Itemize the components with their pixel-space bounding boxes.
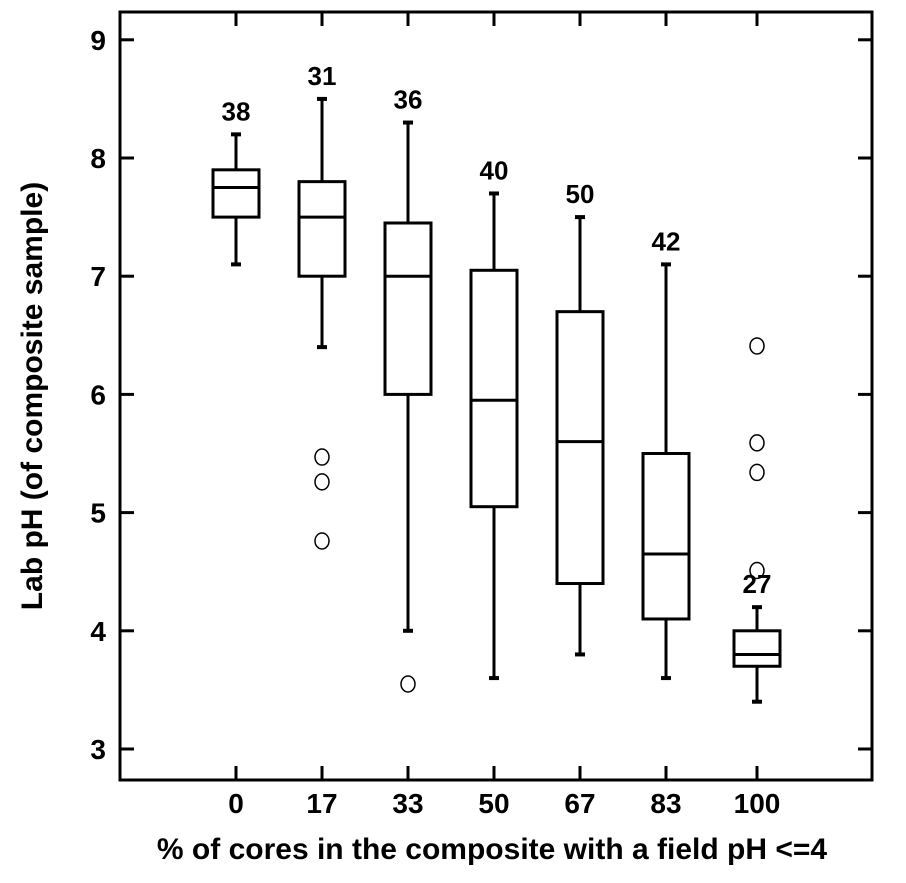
box-group: 40 50: [469, 12, 519, 819]
sample-count-label: 42: [652, 226, 681, 256]
iqr-box: [297, 180, 347, 278]
sample-count-label: 40: [480, 155, 509, 185]
x-axis-label: % of cores in the composite with a field…: [157, 833, 827, 866]
y-tick-label: 8: [90, 143, 106, 174]
sample-count-label: 31: [308, 61, 337, 91]
box-series: 38 0 31 17 36 33 40 50 50 67 42 83 27 100: [211, 12, 782, 819]
sample-count-label: 38: [222, 96, 251, 126]
outlier-point: [314, 532, 330, 550]
x-tick-label: 33: [392, 788, 423, 819]
box-group: 50 67: [555, 12, 605, 819]
y-tick-label: 3: [90, 734, 106, 765]
y-tick-label: 9: [90, 25, 106, 56]
y-tick-label: 7: [90, 261, 106, 292]
x-tick-label: 17: [306, 788, 337, 819]
x-tick-label: 50: [478, 788, 509, 819]
y-tick-label: 6: [90, 379, 106, 410]
outlier-point: [749, 337, 765, 355]
y-tick-label: 5: [90, 498, 106, 529]
box-group: 42 83: [641, 12, 691, 819]
sample-count-label: 27: [743, 569, 772, 599]
iqr-box: [732, 629, 782, 668]
x-tick-label: 83: [650, 788, 681, 819]
box-group: 31 17: [297, 12, 347, 819]
box-group: 36 33: [383, 12, 433, 819]
x-tick-label: 0: [228, 788, 244, 819]
outlier-point: [314, 473, 330, 491]
x-tick-label: 100: [734, 788, 781, 819]
outlier-point: [314, 448, 330, 466]
iqr-box: [383, 221, 433, 396]
box-group: 27 100: [732, 12, 782, 819]
outlier-point: [749, 463, 765, 482]
plot-frame: [118, 10, 874, 782]
sample-count-label: 50: [566, 179, 595, 209]
y-axis-ticks: 3 4 5 6 7 8 9: [90, 25, 872, 765]
iqr-box: [641, 452, 691, 621]
iqr-box: [469, 268, 519, 509]
outlier-point: [400, 675, 416, 693]
sample-count-label: 36: [394, 85, 423, 115]
outlier-point: [749, 561, 765, 580]
outlier-point: [749, 434, 765, 452]
y-axis-label: Lab pH (of composite sample): [16, 182, 49, 610]
x-tick-label: 67: [564, 788, 595, 819]
box-group: 38 0: [211, 12, 261, 819]
iqr-box: [211, 168, 261, 219]
y-tick-label: 4: [90, 616, 106, 647]
iqr-box: [555, 310, 605, 586]
